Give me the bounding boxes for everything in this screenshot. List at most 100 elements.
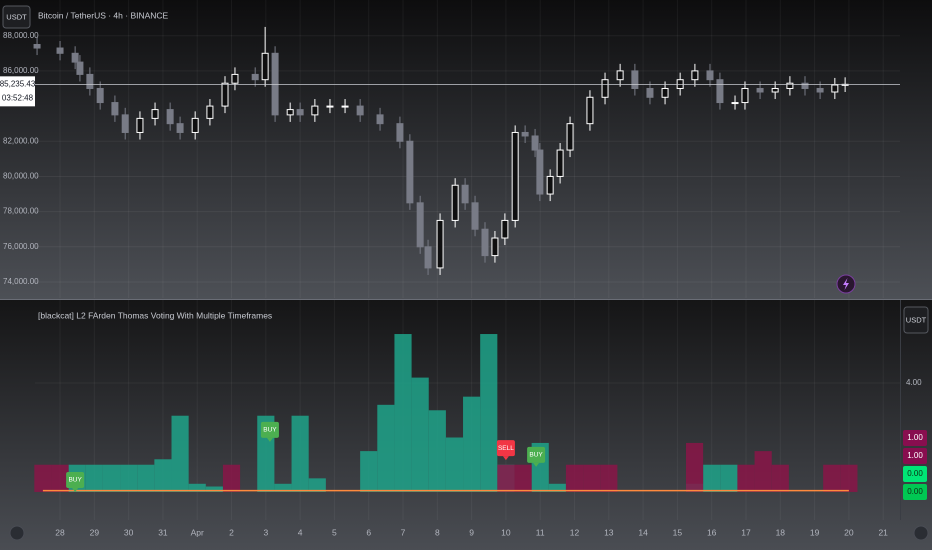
indicator-currency-button-label[interactable]: USDT — [906, 315, 927, 324]
currency-button-label[interactable]: USDT — [6, 12, 27, 21]
vote-column — [548, 483, 566, 492]
candle-body — [511, 131, 519, 221]
candle-body — [71, 52, 79, 63]
x-tick-label: 9 — [469, 527, 474, 537]
candle-body — [121, 114, 129, 133]
candle-body — [311, 105, 319, 116]
candle-body — [436, 219, 444, 269]
marks — [33, 26, 900, 492]
x-tick-label: 18 — [776, 527, 786, 537]
candle-body — [521, 131, 529, 137]
value-badge-label: 0.00 — [907, 487, 923, 496]
x-tick-label: 31 — [158, 527, 168, 537]
signal-pointer — [502, 456, 509, 461]
vote-column — [154, 459, 172, 492]
value-badge — [903, 465, 927, 482]
vote-column — [445, 437, 464, 492]
candle-body — [416, 202, 424, 248]
candle-body — [296, 109, 304, 116]
signal-badge — [527, 446, 546, 463]
candle-body — [396, 123, 404, 142]
x-tick-label: 7 — [401, 527, 406, 537]
candle-body — [536, 149, 544, 195]
signal-badge — [260, 421, 279, 438]
signal-label: BUY — [263, 427, 277, 434]
vote-column — [514, 464, 532, 492]
candle-body — [491, 237, 499, 257]
x-tick-label: 12 — [570, 527, 580, 537]
vote-column — [274, 483, 292, 492]
value-badge-label: 1.00 — [907, 451, 923, 460]
indicator-currency-button[interactable] — [903, 306, 929, 334]
candle-body — [56, 47, 64, 54]
currency-button[interactable] — [2, 5, 31, 29]
candle-body — [556, 149, 564, 177]
vote-column — [685, 442, 704, 492]
x-tick-label: 13 — [604, 527, 614, 537]
vote-column — [51, 464, 69, 492]
indicator-title: [blackcat] L2 FArden Thomas Voting With … — [38, 310, 272, 320]
vote-column — [85, 464, 103, 492]
candle-body — [356, 105, 364, 116]
candle-body — [166, 109, 174, 125]
vote-column — [377, 404, 395, 492]
candle-body — [424, 246, 432, 269]
candle-body — [646, 87, 654, 98]
vote-column — [480, 334, 498, 492]
x-tick-label: 19 — [810, 527, 820, 537]
x-tick-label: 8 — [435, 527, 440, 537]
candle-body — [731, 102, 739, 105]
signal-label: BUY — [529, 452, 543, 459]
signal-pointer — [72, 487, 79, 492]
y-tick-label: 76,000.00 — [3, 242, 39, 251]
vote-column — [497, 464, 515, 492]
candle-body — [471, 202, 479, 230]
candle-body — [801, 82, 809, 89]
y-tick-label: 80,000.00 — [3, 172, 39, 181]
candle-body — [756, 87, 764, 93]
vote-column — [823, 464, 841, 492]
vote-column — [840, 464, 858, 492]
y-tick-label: 88,000.00 — [3, 31, 39, 40]
candle-body — [816, 87, 824, 93]
candle-body — [706, 70, 714, 81]
candle-body — [616, 70, 624, 81]
vote-column — [754, 451, 772, 492]
value-badge — [903, 483, 927, 500]
candle-body — [586, 96, 594, 125]
y-tick-label: 4.00 — [906, 378, 922, 387]
vote-column — [34, 464, 52, 492]
candle-body — [741, 87, 749, 104]
right-toolbar-icon[interactable] — [913, 525, 929, 541]
value-badge-label: 1.00 — [907, 433, 923, 442]
last-price-badge — [0, 76, 35, 107]
vote-column — [411, 377, 429, 492]
candle-body — [33, 44, 41, 49]
vote-column — [120, 464, 138, 492]
signal-label: BUY — [68, 477, 82, 484]
x-tick-label: 15 — [673, 527, 683, 537]
vote-column — [291, 415, 309, 492]
x-tick-label: 10 — [501, 527, 511, 537]
candle-body — [286, 109, 294, 116]
candle-body — [661, 87, 669, 98]
candle-body — [221, 82, 229, 107]
vote-column — [463, 396, 481, 492]
x-tick-label: 30 — [124, 527, 134, 537]
candle-body — [96, 87, 104, 104]
candle-body — [76, 61, 84, 75]
candle-body — [716, 79, 724, 104]
signal-badge — [496, 440, 515, 457]
vote-column — [565, 464, 584, 492]
left-toolbar-icon[interactable] — [9, 525, 25, 541]
signal-label: SELL — [498, 445, 514, 452]
y-tick-label: 74,000.00 — [3, 277, 39, 286]
candle-body — [601, 79, 609, 98]
candle-body — [111, 102, 119, 116]
candle-body — [231, 73, 239, 84]
alert-icon-bolt — [843, 278, 849, 290]
vote-column — [171, 415, 189, 492]
candle-body — [341, 105, 349, 108]
x-tick-label: 16 — [707, 527, 717, 537]
